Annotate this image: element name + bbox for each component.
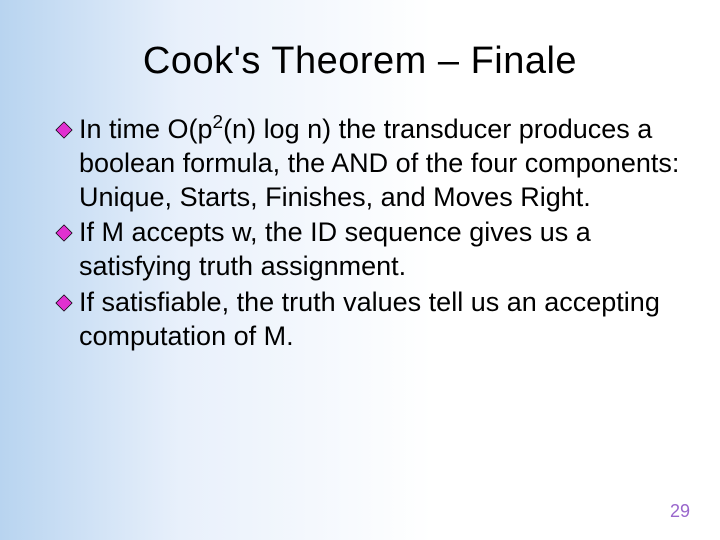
- slide-content: In time O(p2(n) log n) the transducer pr…: [0, 113, 720, 353]
- diamond-bullet-icon: [55, 224, 73, 242]
- bullet-text: In time O(p2(n) log n) the transducer pr…: [79, 113, 680, 214]
- slide-container: Cook's Theorem – Finale In time O(p2(n) …: [0, 0, 720, 540]
- diamond-bullet-icon: [55, 294, 73, 312]
- page-number: 29: [670, 501, 690, 522]
- slide-title: Cook's Theorem – Finale: [0, 0, 720, 113]
- bullet-text-prefix: In time O(p: [79, 114, 213, 144]
- bullet-item: If M accepts w, the ID sequence gives us…: [55, 216, 680, 284]
- bullet-item: In time O(p2(n) log n) the transducer pr…: [55, 113, 680, 214]
- bullet-text-sup: 2: [213, 112, 224, 133]
- bullet-item: If satisfiable, the truth values tell us…: [55, 286, 680, 354]
- diamond-bullet-icon: [55, 121, 73, 139]
- bullet-text: If satisfiable, the truth values tell us…: [79, 286, 680, 354]
- bullet-text: If M accepts w, the ID sequence gives us…: [79, 216, 680, 284]
